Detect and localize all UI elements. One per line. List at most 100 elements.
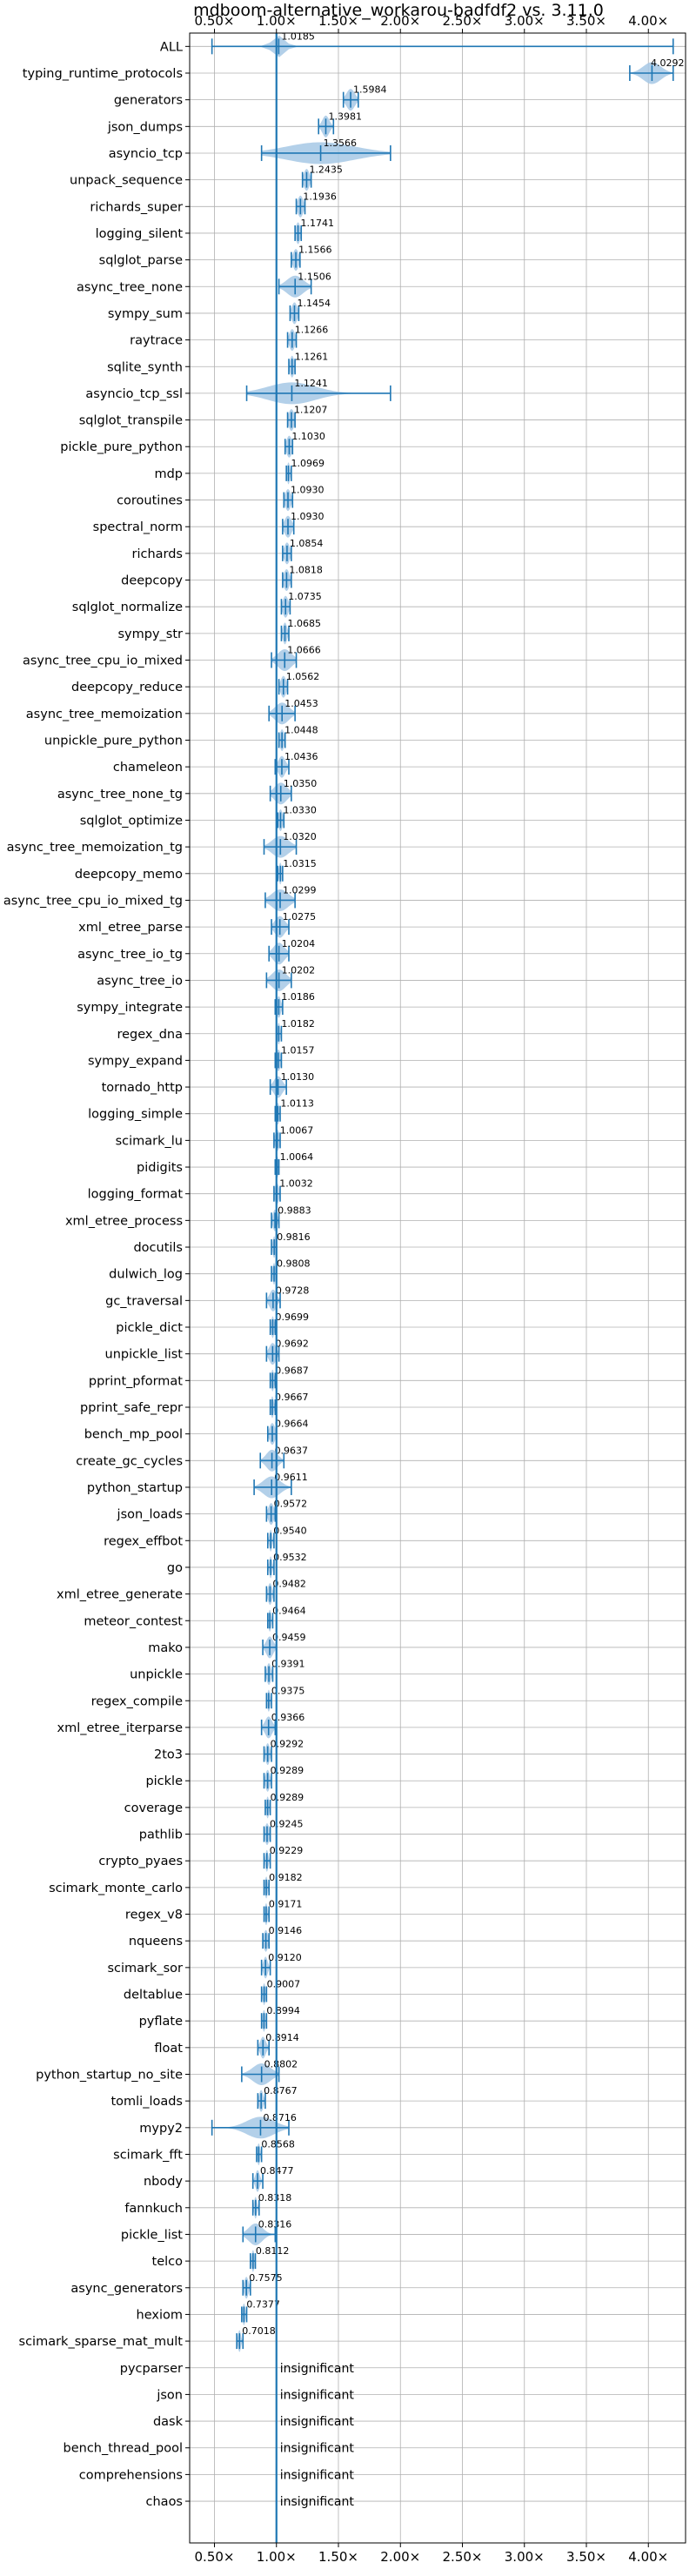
category-label: dask bbox=[153, 2415, 184, 2429]
violin-sympy_expand: 1.0157 bbox=[274, 1044, 315, 1071]
value-label: 0.9229 bbox=[270, 1845, 304, 1856]
category-label: chameleon bbox=[113, 761, 183, 775]
value-label: 1.1506 bbox=[298, 271, 331, 282]
value-label: 0.7377 bbox=[246, 2298, 280, 2310]
violin-telco: 0.8112 bbox=[250, 2245, 290, 2272]
category-label: json_loads bbox=[117, 1508, 183, 1522]
category-label: telco bbox=[152, 2255, 184, 2269]
insignificant-label: insignificant bbox=[280, 2388, 355, 2402]
value-label: 1.0448 bbox=[284, 724, 318, 735]
category-label: sympy_expand bbox=[88, 1054, 183, 1068]
category-label: async_tree_cpu_io_mixed_tg bbox=[3, 894, 183, 908]
category-label: mako bbox=[148, 1641, 183, 1655]
category-label: async_tree_memoization bbox=[26, 708, 183, 721]
category-label: regex_effbot bbox=[104, 1534, 183, 1548]
category-label: tornado_http bbox=[102, 1081, 183, 1095]
category-label: sqlglot_optimize bbox=[80, 814, 183, 828]
violin-sqlglot_optimize: 1.0330 bbox=[277, 804, 317, 831]
value-label: 1.0930 bbox=[291, 485, 325, 496]
category-label: generators bbox=[114, 94, 183, 108]
category-label: scimark_monte_carlo bbox=[49, 1882, 183, 1895]
category-label: hexiom bbox=[137, 2308, 183, 2322]
category-label: pycparser bbox=[120, 2362, 183, 2376]
category-label: bench_thread_pool bbox=[64, 2442, 183, 2456]
value-label: 1.0204 bbox=[282, 938, 316, 949]
category-label: 2to3 bbox=[154, 1748, 183, 1762]
category-label: tomli_loads bbox=[110, 2095, 183, 2109]
category-label: ALL bbox=[160, 40, 183, 54]
category-label: async_tree_none bbox=[77, 280, 183, 294]
value-label: 1.1241 bbox=[294, 378, 328, 389]
violin-python_startup: 0.9611 bbox=[253, 1472, 308, 1499]
value-label: 0.9532 bbox=[273, 1552, 307, 1563]
category-label: spectral_norm bbox=[93, 520, 183, 534]
violin-hexiom: 0.7377 bbox=[241, 2298, 280, 2325]
value-label: 1.0113 bbox=[280, 1098, 314, 1110]
category-label: richards bbox=[131, 547, 183, 561]
category-label: pickle_list bbox=[121, 2228, 183, 2242]
violin-regex_compile: 0.9375 bbox=[265, 1685, 304, 1712]
value-label: 0.9366 bbox=[271, 1712, 305, 1723]
violin-async_tree_cpu_io_mixed: 1.0666 bbox=[271, 645, 321, 671]
violin-scimark_monte_carlo: 0.9182 bbox=[263, 1872, 303, 1899]
value-label: 1.0685 bbox=[288, 618, 322, 629]
violin-asyncio_tcp_ssl: 1.1241 bbox=[245, 378, 392, 405]
category-label: unpickle_pure_python bbox=[44, 734, 183, 748]
category-label: raytrace bbox=[130, 334, 183, 348]
category-label: float bbox=[154, 2042, 183, 2056]
insignificant-label: insignificant bbox=[280, 2442, 355, 2456]
violin-go: 0.9532 bbox=[266, 1552, 307, 1579]
violin-scimark_lu: 1.0067 bbox=[273, 1124, 313, 1151]
value-label: 0.9146 bbox=[269, 1925, 303, 1936]
value-label: 1.3566 bbox=[324, 138, 358, 149]
value-label: 0.9171 bbox=[269, 1899, 303, 1910]
category-label: create_gc_cycles bbox=[76, 1454, 183, 1468]
value-label: 1.0969 bbox=[291, 458, 325, 469]
violin-mako: 0.9459 bbox=[262, 1632, 306, 1659]
violin-crypto_pyaes: 0.9229 bbox=[263, 1845, 304, 1872]
value-label: 0.9482 bbox=[272, 1579, 306, 1590]
violin-chameleon: 1.0436 bbox=[274, 751, 318, 778]
insignificant-label: insignificant bbox=[280, 2362, 355, 2376]
violin-async_tree_memoization_tg: 1.0320 bbox=[263, 831, 317, 858]
value-label: 1.0320 bbox=[283, 831, 317, 842]
category-labels: ALL typing_runtime_protocols generators jso… bbox=[3, 40, 184, 2509]
category-label: python_startup bbox=[87, 1481, 183, 1495]
category-label: fannkuch bbox=[124, 2202, 183, 2216]
category-label: unpickle bbox=[130, 1668, 183, 1682]
violin-json_dumps: 1.3981 bbox=[318, 111, 362, 138]
violin-gc_traversal: 0.9728 bbox=[265, 1285, 309, 1311]
category-label: pathlib bbox=[139, 1828, 183, 1842]
value-label: 0.9391 bbox=[271, 1659, 305, 1670]
violin-sqlglot_transpile: 1.1207 bbox=[286, 405, 327, 432]
category-label: sympy_integrate bbox=[77, 1001, 183, 1015]
x-tick-label-top: 2.00× bbox=[380, 13, 420, 29]
violin-nbody: 0.8477 bbox=[251, 2165, 294, 2192]
value-label: 1.1454 bbox=[297, 298, 331, 309]
category-label: sqlglot_normalize bbox=[72, 600, 183, 614]
violin-meteor_contest: 0.9464 bbox=[266, 1605, 306, 1632]
category-label: json bbox=[156, 2388, 183, 2402]
violin-deltablue: 0.9007 bbox=[260, 1979, 300, 2006]
violin-async_generators: 0.7575 bbox=[242, 2272, 283, 2299]
category-label: comprehensions bbox=[79, 2468, 183, 2482]
value-label: 1.0202 bbox=[282, 964, 316, 976]
category-label: deepcopy bbox=[121, 574, 183, 588]
violin-scimark_sparse_mat_mult: 0.7018 bbox=[236, 2325, 276, 2352]
value-label: 0.8112 bbox=[256, 2245, 290, 2257]
category-label: nbody bbox=[144, 2175, 183, 2189]
category-label: meteor_contest bbox=[84, 1614, 183, 1628]
violin-sympy_sum: 1.1454 bbox=[289, 298, 331, 325]
violin-pprint_pformat: 0.9687 bbox=[269, 1365, 309, 1392]
violin-sqlglot_parse: 1.1566 bbox=[291, 245, 332, 272]
value-label: 0.9816 bbox=[277, 1231, 311, 1243]
category-label: python_startup_no_site bbox=[36, 2068, 183, 2082]
x-tick-label-bottom: 1.50× bbox=[318, 2549, 358, 2565]
value-label: 0.8318 bbox=[258, 2192, 292, 2204]
value-label: 1.0157 bbox=[281, 1044, 315, 1056]
category-label: chaos bbox=[146, 2495, 183, 2509]
violin-deepcopy_memo: 1.0315 bbox=[277, 858, 317, 885]
category-label: gc_traversal bbox=[105, 1294, 183, 1308]
category-label: regex_compile bbox=[91, 1694, 183, 1708]
violin-mypy2: 0.8716 bbox=[211, 2112, 297, 2139]
